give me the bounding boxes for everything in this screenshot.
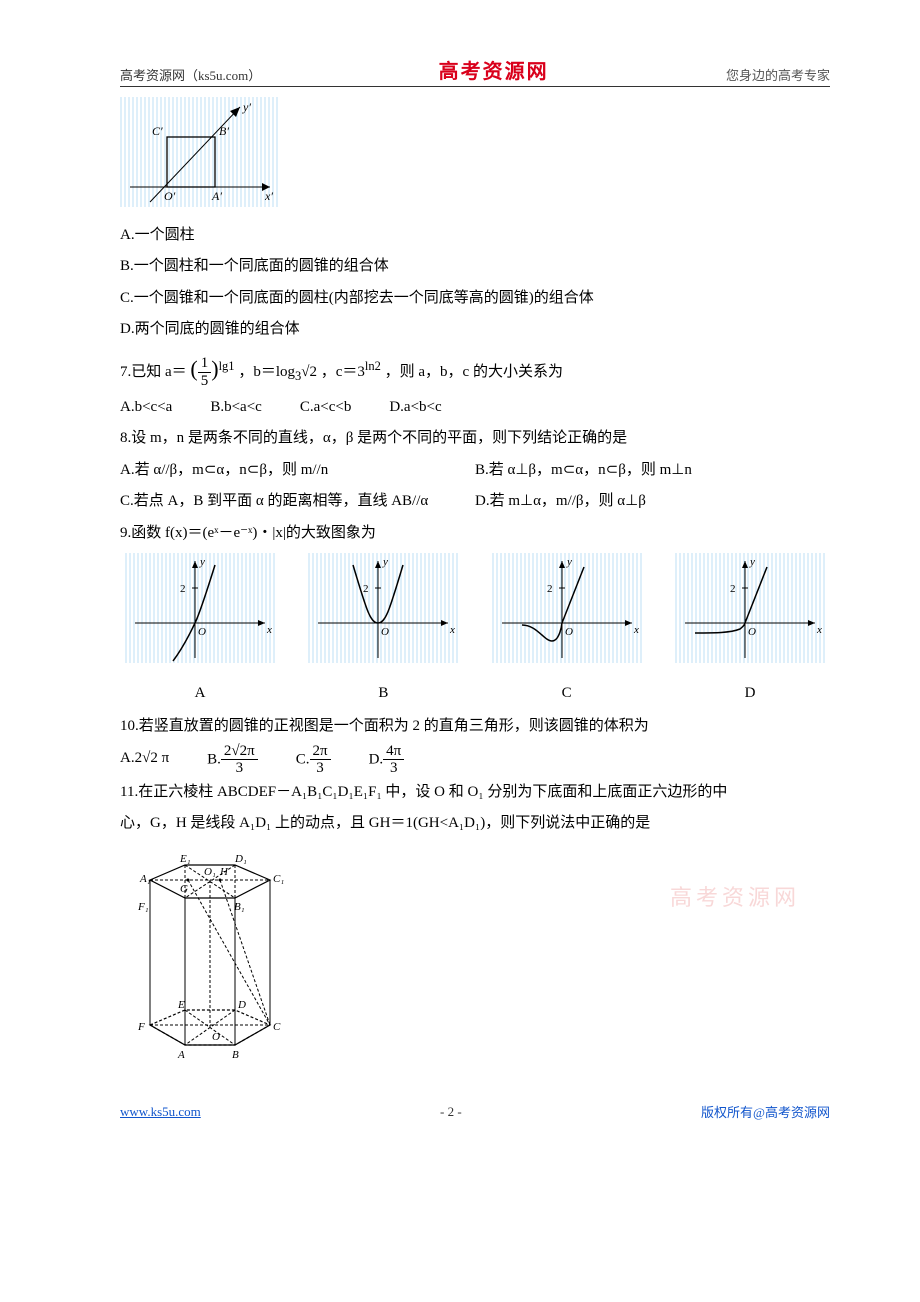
header-center: 高考资源网 [439, 55, 549, 84]
header-right: 您身边的高考专家 [726, 65, 830, 84]
q9-graphs: x y O 2 A x y O 2 [120, 553, 830, 709]
q7-options: A.b<c<a B.b<a<c C.a<c<b D.a<b<c [120, 392, 830, 424]
footer-page-number: - 2 - [440, 1104, 462, 1120]
svg-text:C′: C′ [152, 124, 163, 138]
svg-text:y′: y′ [242, 100, 251, 114]
svg-text:y: y [749, 556, 755, 568]
svg-text:A₁: A₁ [139, 873, 151, 885]
svg-text:B: B [232, 1049, 239, 1060]
svg-text:E₁: E₁ [179, 853, 191, 865]
header-left: 高考资源网（ks5u.com） [120, 65, 261, 84]
q6-opt-c: C.一个圆锥和一个同底面的圆柱(内部挖去一个同底等高的圆锥)的组合体 [120, 283, 830, 315]
q11-figure: A₁ E₁ D₁ C₁ B₁ F₁ O₁ G H A B C D E F O [120, 840, 310, 1073]
svg-text:D₁: D₁ [234, 853, 247, 865]
svg-text:x: x [633, 624, 639, 636]
q6-opt-d: D.两个同底的圆锥的组合体 [120, 314, 830, 346]
q8-row2: C.若点 A，B 到平面 α 的距离相等，直线 AB//α D.若 m⊥α，m/… [120, 486, 830, 518]
footer-left-link[interactable]: www.ks5u.com [120, 1104, 201, 1120]
svg-text:G: G [180, 883, 188, 895]
svg-text:y: y [566, 556, 572, 568]
svg-text:y: y [199, 556, 205, 568]
footer-right: 版权所有@高考资源网 [701, 1102, 830, 1121]
svg-text:C: C [273, 1021, 281, 1033]
svg-text:B₁: B₁ [234, 901, 245, 913]
svg-text:x: x [449, 624, 455, 636]
svg-text:O: O [212, 1031, 220, 1043]
q11-line1: 11.在正六棱柱 ABCDEF－A₁B₁C₁D₁E₁F₁ 中，设 O 和 O₁ … [120, 777, 830, 809]
q10-options: A.2√2 π B.2√2π3 C.2π3 D.4π3 [120, 743, 830, 777]
svg-text:O₁: O₁ [204, 866, 216, 878]
svg-text:2: 2 [730, 583, 736, 595]
svg-text:B′: B′ [219, 124, 229, 138]
svg-text:C₁: C₁ [273, 873, 284, 885]
svg-text:E: E [177, 999, 185, 1011]
svg-text:2: 2 [363, 583, 369, 595]
q11-line2: 心，G，H 是线段 A₁D₁ 上的动点，且 GH＝1(GH<A₁D₁)，则下列说… [120, 808, 830, 840]
svg-text:F₁: F₁ [137, 901, 149, 913]
q10-stem: 10.若竖直放置的圆锥的正视图是一个面积为 2 的直角三角形，则该圆锥的体积为 [120, 711, 830, 743]
svg-text:x: x [266, 624, 272, 636]
svg-text:O′: O′ [164, 189, 176, 203]
svg-text:2: 2 [547, 583, 553, 595]
svg-text:O: O [198, 626, 206, 638]
q6-opt-a: A.一个圆柱 [120, 220, 830, 252]
q8-row1: A.若 α//β，m⊂α，n⊂β，则 m//n B.若 α⊥β，m⊂α，n⊂β，… [120, 455, 830, 487]
svg-text:F: F [137, 1021, 145, 1033]
svg-text:O: O [381, 626, 389, 638]
svg-text:O: O [748, 626, 756, 638]
svg-text:A′: A′ [211, 189, 222, 203]
svg-text:x′: x′ [264, 189, 273, 203]
q9-stem: 9.函数 f(x)＝(eˣ－e⁻ˣ)・|x|的大致图象为 [120, 518, 830, 550]
q7-stem: 7.已知 a＝ (15)lg1 ，b＝log3√2 ，c＝3ln2 ，则 a，b… [120, 346, 830, 392]
svg-text:D: D [237, 999, 246, 1011]
svg-text:2: 2 [180, 583, 186, 595]
svg-text:y: y [382, 556, 388, 568]
q8-stem: 8.设 m，n 是两条不同的直线，α，β 是两个不同的平面，则下列结论正确的是 [120, 423, 830, 455]
svg-text:H: H [219, 866, 229, 878]
svg-text:O: O [565, 626, 573, 638]
svg-text:x: x [816, 624, 822, 636]
svg-text:A: A [177, 1049, 185, 1060]
q6-figure: O′ A′ x′ B′ C′ y′ [120, 97, 280, 220]
q6-opt-b: B.一个圆柱和一个同底面的圆锥的组合体 [120, 251, 830, 283]
